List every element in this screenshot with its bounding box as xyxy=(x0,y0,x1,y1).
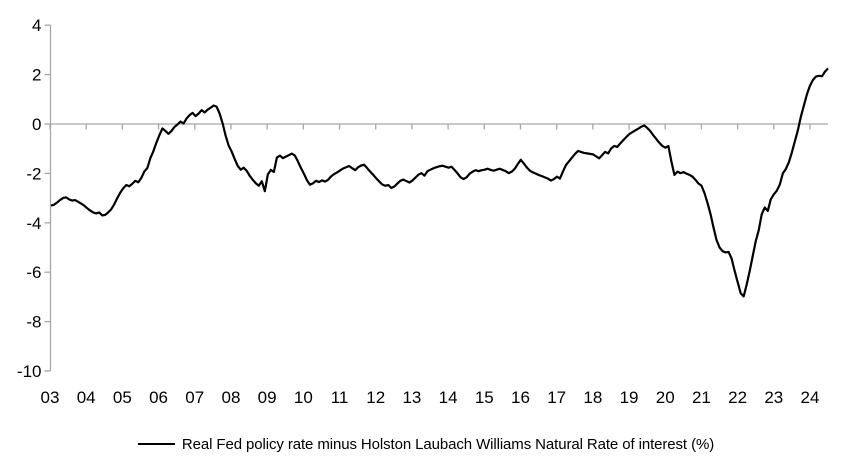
x-tick-label: 21 xyxy=(692,388,711,407)
y-tick-label: -2 xyxy=(26,164,41,183)
x-tick-label: 22 xyxy=(728,388,747,407)
x-tick-label: 12 xyxy=(366,388,385,407)
y-tick-label: 0 xyxy=(32,115,41,134)
legend-line-swatch xyxy=(137,442,175,446)
x-tick-label: 13 xyxy=(402,388,421,407)
legend-label: Real Fed policy rate minus Holston Lauba… xyxy=(181,435,715,453)
x-tick-label: 08 xyxy=(221,388,240,407)
x-tick-label: 20 xyxy=(656,388,675,407)
x-tick-label: 23 xyxy=(764,388,783,407)
x-tick-label: 04 xyxy=(77,388,96,407)
x-tick-label: 03 xyxy=(41,388,60,407)
x-tick-label: 09 xyxy=(258,388,277,407)
x-tick-label: 16 xyxy=(511,388,530,407)
x-tick-label: 11 xyxy=(331,388,349,407)
x-tick-label: 10 xyxy=(294,388,313,407)
x-tick-label: 24 xyxy=(801,388,820,407)
x-tick-label: 06 xyxy=(149,388,168,407)
y-tick-label: -8 xyxy=(26,313,41,332)
x-tick-label: 15 xyxy=(475,388,494,407)
y-tick-label: 2 xyxy=(32,66,41,85)
x-tick-label: 19 xyxy=(620,388,639,407)
series-line xyxy=(50,67,829,298)
x-tick-label: 07 xyxy=(185,388,204,407)
x-tick-label: 05 xyxy=(113,388,132,407)
y-tick-label: -10 xyxy=(17,362,42,381)
x-tick-label: 18 xyxy=(583,388,602,407)
y-tick-label: -6 xyxy=(26,263,41,282)
y-tick-label: 4 xyxy=(32,16,41,35)
legend: Real Fed policy rate minus Holston Lauba… xyxy=(0,433,852,455)
x-tick-label: 17 xyxy=(547,388,566,407)
x-tick-label: 14 xyxy=(439,388,458,407)
y-tick-label: -4 xyxy=(26,214,41,233)
